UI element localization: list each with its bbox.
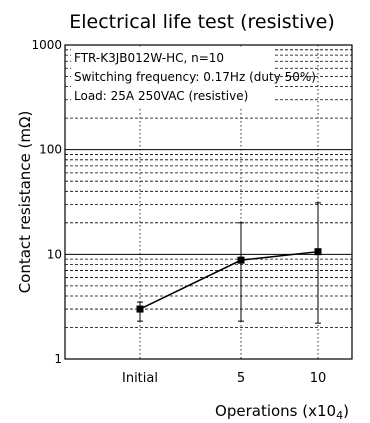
x-axis-label-exponent: 4: [336, 409, 343, 422]
x-tick-labels: Initial 5 10: [122, 371, 326, 386]
y-tick-labels: 1000 100 10 1: [31, 38, 62, 366]
x-tick-label: 10: [310, 371, 327, 386]
plot-frame: [64, 44, 353, 360]
x-axis-label-close: ): [343, 402, 349, 420]
data-point: [237, 256, 245, 264]
x-tick-label: Initial: [122, 371, 158, 386]
series-line: [139, 250, 319, 310]
y-tick-label: 100: [39, 143, 62, 157]
x-axis-label-base: Operations (x10: [215, 402, 336, 420]
data-point: [136, 305, 144, 313]
x-tick-label: 5: [237, 371, 245, 386]
annotation-model: FTR-K3JB012W-HC, n=10: [74, 51, 224, 65]
data-point: [314, 248, 322, 256]
annotations: FTR-K3JB012W-HC, n=10 Switching frequenc…: [74, 51, 316, 103]
y-tick-label: 10: [47, 247, 62, 261]
y-axis-label: Contact resistance (mΩ): [16, 111, 34, 294]
annotation-frequency: Switching frequency: 0.17Hz (duty 50%): [74, 70, 316, 84]
annotation-box: [71, 49, 275, 107]
series: [136, 202, 322, 324]
annotation-load: Load: 25A 250VAC (resistive): [74, 89, 248, 103]
chart-title: Electrical life test (resistive): [69, 11, 335, 33]
y-tick-label: 1: [54, 352, 62, 366]
y-tick-label: 1000: [31, 38, 62, 52]
x-axis-label: Operations (x104): [215, 402, 349, 422]
